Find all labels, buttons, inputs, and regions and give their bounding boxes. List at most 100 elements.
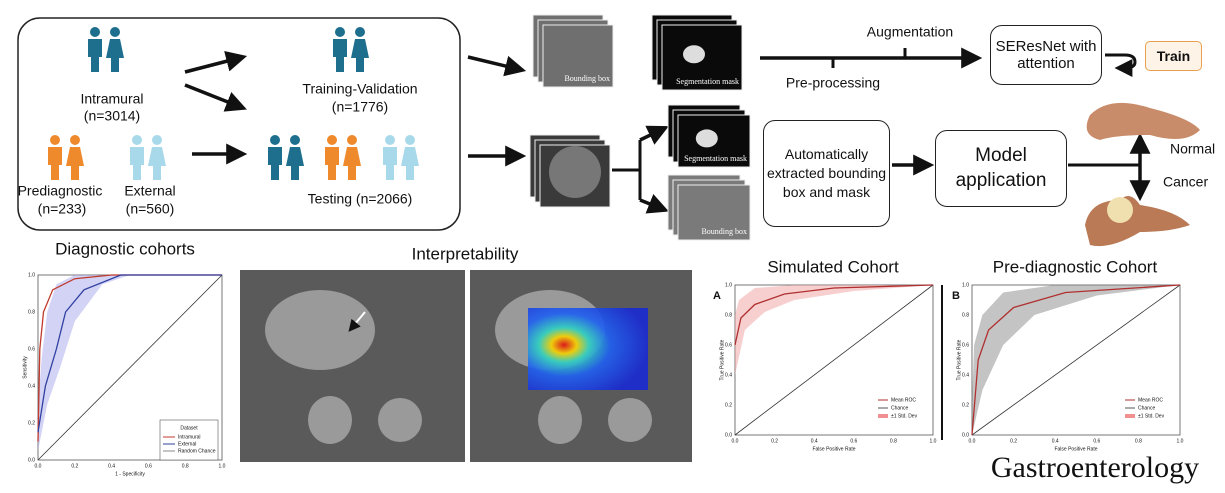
person-body: [106, 39, 124, 72]
x-tick-label: 0.2: [771, 438, 778, 444]
y-tick-label: 0.4: [962, 372, 969, 378]
person-body: [130, 147, 144, 180]
person-body: [88, 39, 102, 72]
legend-label: ±1 Std. Dev: [1138, 413, 1165, 419]
person-body: [351, 39, 369, 72]
y-tick-label: 0.0: [725, 432, 732, 438]
legend-label: Chance: [1138, 405, 1155, 411]
cohort-count: (n=233): [38, 201, 87, 217]
image-caption: Bounding box: [564, 74, 610, 83]
y-tick-label: 0.6: [28, 346, 35, 352]
legend-label: Intramural: [178, 434, 201, 440]
x-tick-label: 0.0: [35, 463, 42, 469]
panel-title: Pre-diagnostic Cohort: [993, 257, 1158, 276]
y-tick-label: 1.0: [725, 282, 732, 288]
person-head: [132, 135, 142, 145]
mask-blob: [683, 45, 705, 63]
x-tick-label: 0.6: [1093, 438, 1100, 444]
application-box: Model application: [935, 130, 1067, 207]
x-tick-label: 0.0: [969, 438, 976, 444]
x-axis-label: False Positive Rate: [812, 446, 855, 452]
x-tick-label: 0.8: [890, 438, 897, 444]
y-tick-label: 1.0: [962, 282, 969, 288]
person-head: [347, 135, 357, 145]
person-body: [325, 147, 339, 180]
split-label: Testing (n=2066): [308, 191, 413, 207]
image-caption: Segmentation mask: [684, 154, 747, 163]
legend-title: Dataset: [180, 425, 198, 431]
person-body: [148, 147, 166, 180]
x-tick-label: 0.8: [1135, 438, 1142, 444]
person-head: [270, 135, 280, 145]
cohort-label: Prediagnostic: [18, 183, 103, 199]
y-tick-label: 0.2: [725, 402, 732, 408]
x-tick-label: 1.0: [1177, 438, 1184, 444]
x-tick-label: 1.0: [930, 438, 937, 444]
outcome-label: Normal: [1170, 141, 1215, 157]
mask-blob: [696, 129, 718, 147]
person-body: [383, 147, 397, 180]
split-label: Training-Validation: [302, 81, 417, 97]
person-body: [286, 147, 304, 180]
person-head: [405, 135, 415, 145]
y-tick-label: 0.6: [962, 342, 969, 348]
person-head: [327, 135, 337, 145]
x-tick-label: 0.4: [1052, 438, 1059, 444]
person-body: [66, 147, 84, 180]
x-tick-label: 1.0: [219, 463, 226, 469]
person-head: [70, 135, 80, 145]
panel-title: Simulated Cohort: [767, 257, 899, 276]
pancreas-cancer: [1085, 196, 1190, 246]
panel-letter: A: [713, 290, 721, 302]
y-axis-label: True Positive Rate: [719, 339, 725, 380]
x-tick-label: 0.6: [145, 463, 152, 469]
model-box: SEResNet with attention: [990, 25, 1102, 85]
image-caption: Bounding box: [701, 227, 747, 236]
y-tick-label: 0.2: [28, 420, 35, 426]
y-tick-label: 1.0: [28, 272, 35, 278]
person-body: [333, 39, 347, 72]
image-caption: Segmentation mask: [676, 77, 739, 86]
cohort-label: External: [124, 183, 175, 199]
train-box: Train: [1145, 41, 1202, 71]
step-label: Pre-processing: [786, 75, 880, 91]
y-axis-label: True Positive Rate: [956, 339, 962, 380]
legend-label: Mean ROC: [891, 397, 916, 403]
y-tick-label: 0.2: [962, 402, 969, 408]
x-tick-label: 0.0: [732, 438, 739, 444]
cohort-label: Intramural: [80, 91, 143, 107]
person-head: [50, 135, 60, 145]
person-head: [385, 135, 395, 145]
ct-body: [549, 146, 601, 198]
legend-label: External: [178, 441, 196, 447]
y-tick-label: 0.0: [962, 432, 969, 438]
split-count: (n=1776): [332, 99, 388, 115]
person-head: [355, 27, 365, 37]
person-head: [110, 27, 120, 37]
legend-label: Random Chance: [178, 448, 216, 454]
person-head: [90, 27, 100, 37]
legend-label: ±1 Std. Dev: [891, 413, 918, 419]
step-label: Augmentation: [867, 24, 953, 40]
y-tick-label: 0.8: [725, 312, 732, 318]
person-body: [48, 147, 62, 180]
person-head: [152, 135, 162, 145]
journal-name: Gastroenterology: [991, 451, 1199, 484]
person-head: [335, 27, 345, 37]
x-tick-label: 0.2: [71, 463, 78, 469]
image-stacks: Bounding box Segmentation mask Segmentatio…: [530, 15, 750, 240]
panel-title: Diagnostic cohorts: [55, 239, 195, 258]
tumor: [1107, 197, 1133, 223]
y-axis-label: Sensitivity: [22, 356, 28, 379]
pancreas-normal: [1087, 103, 1200, 140]
outcome-label: Cancer: [1163, 174, 1208, 190]
y-tick-label: 0.6: [725, 342, 732, 348]
auto-box: Automatically extracted bounding box and…: [763, 120, 890, 227]
y-tick-label: 0.4: [28, 383, 35, 389]
x-tick-label: 0.8: [182, 463, 189, 469]
person-head: [290, 135, 300, 145]
y-tick-label: 0.4: [725, 372, 732, 378]
cohort-count: (n=3014): [84, 108, 140, 124]
x-tick-label: 0.2: [1010, 438, 1017, 444]
person-body: [401, 147, 419, 180]
